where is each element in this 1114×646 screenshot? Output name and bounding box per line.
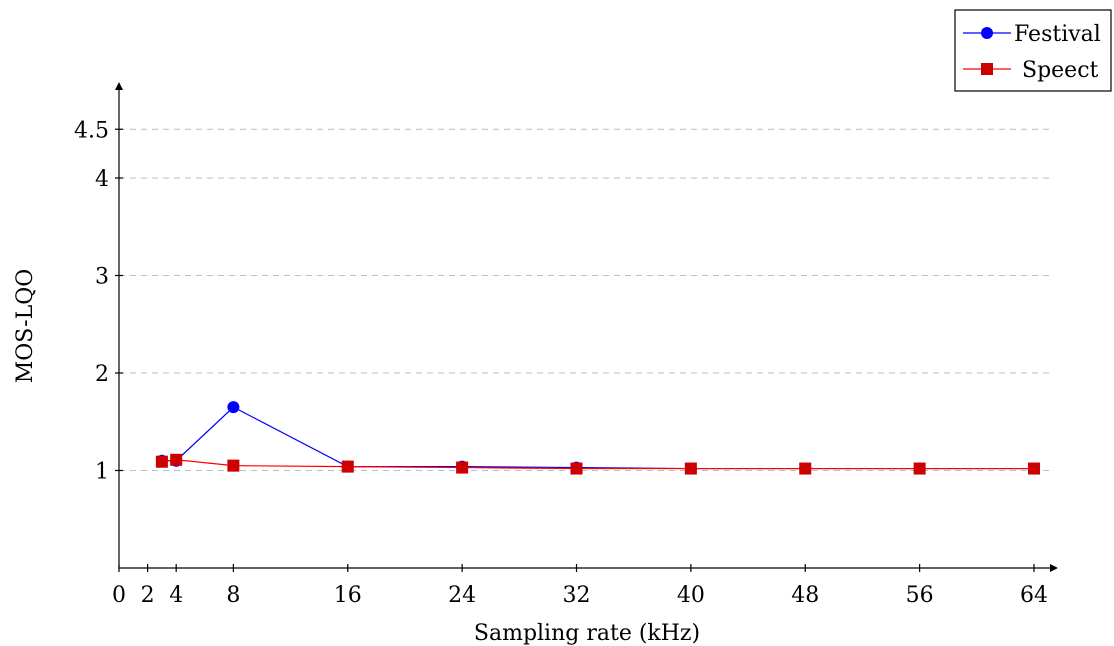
x-ticks: 0 2 4 8 16 24 32 40 48 56 64 [112, 564, 1048, 608]
x-tick-label: 2 [141, 583, 155, 608]
data-point-speect [570, 462, 583, 475]
data-point-speect [155, 455, 168, 468]
x-tick-label: 24 [448, 583, 476, 608]
data-point-speect [799, 462, 812, 475]
x-tick-label: 8 [226, 583, 240, 608]
y-axis-arrow [115, 82, 123, 90]
data-point-festival [227, 401, 240, 414]
data-point-speect [227, 459, 240, 472]
axes [115, 82, 1058, 572]
x-tick-label: 40 [677, 583, 705, 608]
x-tick-label: 4 [169, 583, 183, 608]
legend-marker-festival [981, 27, 993, 39]
y-tick-label: 1 [95, 460, 109, 485]
series-line-speect [161, 459, 1034, 470]
x-tick-label: 16 [334, 583, 362, 608]
data-point-speect [913, 462, 926, 475]
x-axis-title: Sampling rate (kHz) [474, 621, 700, 646]
legend-label-speect: Speect [1022, 58, 1099, 83]
x-tick-label: 0 [112, 583, 126, 608]
series-group [155, 401, 1040, 475]
legend: Festival Speect [954, 9, 1112, 92]
data-point-speect [170, 453, 183, 466]
grid-lines [119, 128, 1052, 471]
x-tick-label: 32 [563, 583, 591, 608]
x-tick-label: 64 [1020, 583, 1048, 608]
x-axis-arrow [1050, 564, 1058, 572]
y-tick-label: 4.5 [74, 118, 109, 143]
data-point-speect [684, 462, 697, 475]
y-tick-label: 3 [95, 265, 109, 290]
x-tick-label: 56 [906, 583, 934, 608]
legend-box [954, 9, 1112, 92]
legend-label-festival: Festival [1014, 22, 1101, 47]
series-line-festival [161, 406, 1034, 470]
y-tick-label: 2 [95, 362, 109, 387]
data-point-speect [1028, 462, 1040, 475]
data-point-speect [341, 460, 354, 473]
y-axis-title: MOS-LQO [13, 269, 38, 384]
y-ticks: 1 2 3 4 4.5 [74, 118, 123, 485]
x-tick-label: 48 [791, 583, 819, 608]
legend-marker-speect [981, 63, 993, 75]
data-point-speect [456, 461, 469, 474]
y-tick-label: 4 [95, 167, 109, 192]
